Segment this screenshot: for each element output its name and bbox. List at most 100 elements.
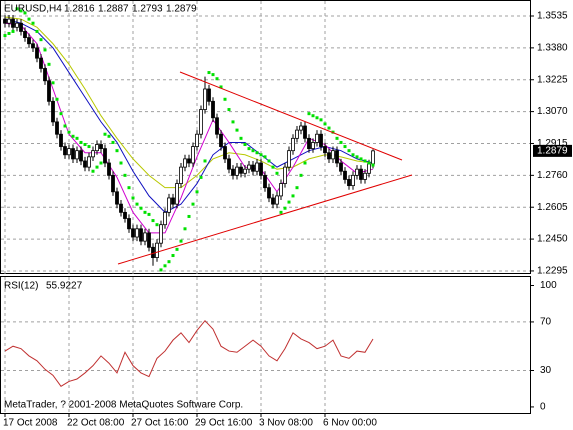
sar-dot (255, 151, 259, 155)
sar-dot (243, 143, 247, 147)
sar-dot (95, 165, 99, 169)
candle-body (11, 18, 15, 28)
sar-dot (267, 159, 271, 163)
trend-line (179, 71, 403, 161)
candle-body (271, 197, 275, 205)
sar-dot (319, 118, 323, 122)
candle-body (23, 31, 27, 38)
time-label: 17 Oct 2008 (3, 418, 58, 429)
sar-dot (63, 124, 67, 128)
candle-body (351, 174, 355, 187)
sar-dot (183, 227, 187, 231)
rsi-tick-label: 0 (540, 402, 546, 413)
candle-body (151, 246, 155, 258)
sar-dot (291, 194, 295, 198)
candle-body (179, 166, 183, 184)
candle-body (243, 168, 247, 174)
candle-body (319, 133, 323, 147)
candle-body (19, 22, 23, 32)
candle-body (359, 168, 363, 180)
sar-dot (163, 264, 167, 268)
candle-body (215, 117, 219, 135)
ohlc-close: 1.2879 (166, 4, 197, 15)
candle-body (335, 150, 339, 164)
candle-body (183, 158, 187, 168)
sar-dot (123, 173, 127, 177)
sar-dot (71, 134, 75, 138)
sar-dot (327, 126, 331, 130)
candle-body (223, 146, 227, 160)
candle-body (79, 150, 83, 162)
price-tick-label: 1.3070 (537, 106, 568, 117)
candle-body (163, 211, 167, 226)
candle-body (211, 100, 215, 119)
sar-dot (91, 169, 95, 173)
price-pane (0, 0, 531, 274)
sar-dot (83, 143, 87, 147)
sar-dot (143, 210, 147, 214)
sar-dot (215, 77, 219, 81)
candle-body (307, 137, 311, 150)
candle-body (43, 68, 47, 82)
candle-body (167, 197, 171, 213)
candle-body (287, 150, 291, 168)
sar-dot (251, 149, 255, 153)
candle-body (27, 37, 31, 45)
sar-dot (103, 132, 107, 136)
sar-dot (11, 29, 15, 33)
sar-dot (287, 200, 291, 204)
moving-average (4, 18, 374, 213)
candle-body (7, 18, 11, 24)
candle-body (339, 162, 343, 172)
sar-dot (171, 254, 175, 258)
sar-dot (247, 147, 251, 151)
sar-dot (235, 128, 239, 132)
copyright: MetaTrader, ? 2001-2008 MetaQuotes Softw… (4, 400, 243, 411)
candle-body (219, 133, 223, 147)
sar-dot (87, 145, 91, 149)
candle-body (255, 162, 259, 172)
candle-body (107, 162, 111, 176)
sar-dot (187, 214, 191, 218)
sar-dot (27, 17, 31, 21)
candle-body (259, 162, 263, 176)
candle-body (51, 100, 55, 123)
sar-dot (335, 136, 339, 140)
sar-dot (199, 175, 203, 179)
price-tick-label: 1.2295 (537, 266, 568, 277)
sar-dot (283, 206, 287, 210)
sar-dot (275, 171, 279, 175)
candle-body (103, 148, 107, 164)
sar-dot (111, 140, 115, 144)
candle-body (127, 218, 131, 230)
sar-dot (35, 29, 39, 33)
sar-dot (355, 155, 359, 159)
candle-body (87, 156, 91, 168)
sar-dot (75, 136, 79, 140)
candle-body (35, 47, 39, 59)
sar-dot (307, 112, 311, 116)
candle-body (347, 179, 351, 187)
candle-body (111, 174, 115, 193)
candle-body (343, 170, 347, 180)
candle-body (31, 43, 35, 49)
sar-dot (51, 81, 55, 85)
candle-body (247, 164, 251, 170)
sar-dot (55, 97, 59, 101)
candle-body (279, 183, 283, 197)
candle-body (363, 172, 367, 180)
candle-body (303, 125, 307, 139)
candle-body (199, 109, 203, 135)
candle-body (115, 191, 119, 205)
ohlc-high: 1.2887 (98, 4, 129, 15)
sar-dot (167, 260, 171, 264)
sar-dot (227, 108, 231, 112)
candle-body (311, 142, 315, 150)
candle-body (119, 203, 123, 213)
sar-dot (323, 122, 327, 126)
candle-body (83, 160, 87, 168)
candle-body (159, 224, 163, 244)
sar-dot (23, 11, 27, 15)
rsi-pane (0, 276, 531, 414)
sar-dot (159, 268, 163, 272)
